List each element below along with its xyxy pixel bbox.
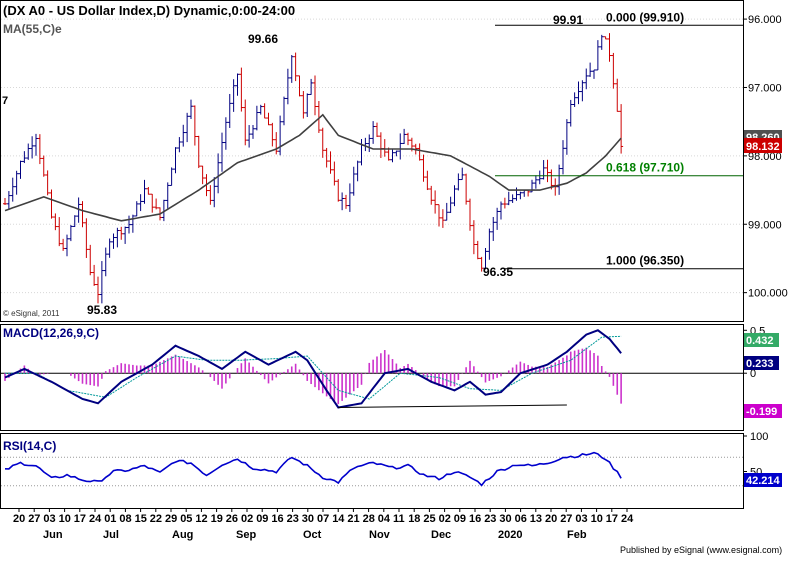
annotation-high-left: 99.66 (248, 32, 278, 46)
date-tick-label: 11 (393, 513, 405, 525)
rsi-value-tag: 42.214 (746, 475, 781, 487)
date-tick-label: 08 (119, 513, 131, 525)
price-panel-frame (0, 0, 744, 322)
price-tick-label: 96.000 (748, 14, 782, 26)
date-tick-label: 27 (28, 513, 40, 525)
signal-value-tag: 0.233 (746, 358, 774, 370)
last-price-tag: 98.132 (746, 141, 780, 153)
date-tick-label: 30 (499, 513, 511, 525)
macd-signal-line (5, 335, 622, 400)
rsi-tick-label: 100 (750, 431, 768, 443)
month-label: Aug (172, 529, 193, 541)
macd-indicator: 0.50 (1, 325, 765, 409)
macd-panel-frame (0, 324, 744, 431)
date-tick-label: 27 (560, 513, 572, 525)
date-tick-label: 26 (226, 513, 238, 525)
price-bars[interactable] (3, 33, 624, 304)
macd-legend: MACD(12,26,9,C) (3, 326, 99, 340)
date-tick-label: 20 (545, 513, 557, 525)
month-label: 2020 (498, 529, 522, 541)
date-tick-label: 14 (332, 513, 345, 525)
macd-tick-label: 0 (750, 368, 756, 380)
date-tick-label: 24 (89, 513, 102, 525)
price-tick-label: 100.000 (748, 288, 788, 300)
date-tick-label: 06 (515, 513, 527, 525)
fib-level-label: 0.000 (99.910) (606, 10, 684, 24)
signal-value-tag-bg (744, 356, 779, 370)
month-label: Jul (103, 529, 119, 541)
macd-value-tag-bg (744, 333, 779, 347)
date-tick-label: 09 (256, 513, 268, 525)
date-tick-label: 17 (74, 513, 86, 525)
date-axis: 20 27 03 10 17 24 01 08 15 22 29 05 12 19 26 02 09 16 23 30… (13, 509, 634, 541)
rsi-value-tag-bg (744, 473, 782, 487)
hist-value-tag: -0.199 (746, 406, 777, 418)
date-tick-label: 04 (378, 513, 391, 525)
rsi-line (4, 451, 622, 487)
price-tick-label: 99.000 (748, 219, 782, 231)
price-grid: 100.000 99.000 98.000 97.000 96.000 (1, 14, 788, 300)
date-tick-label: 01 (104, 513, 116, 525)
date-tick-label: 15 (135, 513, 147, 525)
date-tick-label: 28 (363, 513, 375, 525)
date-tick-label: 22 (150, 513, 162, 525)
date-tick-label: 12 (195, 513, 207, 525)
date-tick-label: 07 (317, 513, 329, 525)
rsi-panel-frame (0, 433, 744, 509)
date-tick-label: 30 (302, 513, 314, 525)
date-tick-label: 19 (211, 513, 223, 525)
ma-legend-value: 7 (2, 95, 8, 107)
publisher-footer: Published by eSignal (www.esignal.com) (620, 545, 782, 555)
macd-trendline (338, 404, 567, 409)
month-label: Feb (567, 529, 587, 541)
annotation-low-right: 96.35 (483, 265, 513, 279)
date-tick-label: 02 (439, 513, 451, 525)
date-tick-label: 10 (59, 513, 71, 525)
date-tick-label: 23 (287, 513, 299, 525)
date-tick-label: 13 (530, 513, 542, 525)
date-tick-label: 17 (606, 513, 618, 525)
fib-level-label: 1.000 (96.350) (606, 254, 684, 268)
date-tick-label: 03 (43, 513, 55, 525)
date-tick-label: 16 (271, 513, 283, 525)
month-label: Jun (43, 529, 63, 541)
date-tick-label: 24 (621, 513, 634, 525)
date-tick-label: 03 (575, 513, 587, 525)
ma-55-line (4, 113, 622, 222)
macd-line (4, 329, 622, 409)
date-tick-label: 05 (180, 513, 192, 525)
date-tick-label: 23 (484, 513, 496, 525)
date-tick-label: 18 (408, 513, 420, 525)
annotation-high-right: 99.91 (553, 13, 583, 27)
date-tick-label: 20 (13, 513, 25, 525)
chart-title: (DX A0 - US Dollar Index,D) Dynamic,0:00… (3, 3, 295, 18)
month-label: Oct (303, 529, 322, 541)
rsi-legend: RSI(14,C) (3, 439, 56, 453)
fib-level-label: 0.618 (97.710) (606, 161, 684, 175)
last-price-tag-bg (744, 138, 782, 153)
date-tick-label: 09 (454, 513, 466, 525)
price-tick-label: 98.000 (748, 151, 782, 163)
esignal-watermark: © eSignal, 2011 (3, 309, 60, 318)
date-tick-label: 25 (423, 513, 435, 525)
macd-value-tag: 0.432 (746, 335, 774, 347)
ma-legend: MA(55,C)e (3, 22, 62, 36)
date-tick-label: 02 (241, 513, 253, 525)
month-label: Sep (236, 529, 256, 541)
month-label: Nov (369, 529, 391, 541)
date-tick-label: 29 (165, 513, 177, 525)
annotation-low-left: 95.83 (87, 303, 117, 317)
month-label: Dec (431, 529, 451, 541)
price-tick-label: 97.000 (748, 82, 782, 94)
date-tick-label: 10 (591, 513, 603, 525)
moving-average (4, 113, 622, 222)
date-tick-label: 21 (347, 513, 359, 525)
hist-value-tag-bg (744, 404, 782, 418)
date-tick-label: 16 (469, 513, 481, 525)
fibonacci-retracement[interactable]: 0.000 (99.910) 0.618 (97.710) 1.000 (96.35… (495, 10, 743, 270)
